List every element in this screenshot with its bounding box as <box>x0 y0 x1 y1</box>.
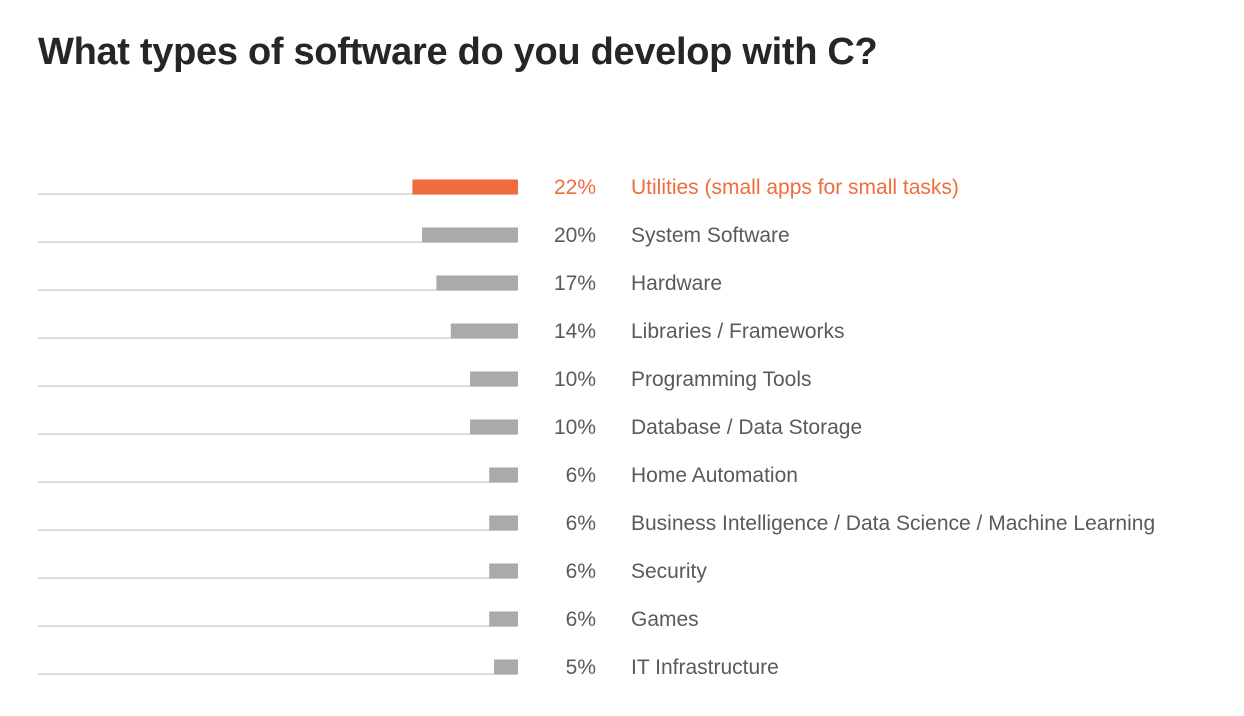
bar-row: 10% Programming Tools <box>38 368 812 391</box>
category-label: Business Intelligence / Data Science / M… <box>631 512 1155 535</box>
data-label: 6% <box>566 512 596 535</box>
data-label: 14% <box>554 320 596 343</box>
category-label: Home Automation <box>631 464 798 487</box>
chart-title: What types of software do you develop wi… <box>38 31 878 73</box>
bar <box>494 659 518 675</box>
data-label: 10% <box>554 416 596 439</box>
bar-row: 14% Libraries / Frameworks <box>38 320 845 343</box>
category-label: Database / Data Storage <box>631 416 862 439</box>
bar-row: 6% Games <box>38 608 699 631</box>
data-label: 5% <box>566 656 596 679</box>
category-label: Hardware <box>631 272 722 295</box>
category-label: System Software <box>631 224 790 247</box>
bar <box>422 227 518 243</box>
bar-row: 22% Utilities (small apps for small tasks… <box>38 176 959 199</box>
bar <box>489 563 518 579</box>
category-label: IT Infrastructure <box>631 656 779 679</box>
bar-row: 17% Hardware <box>38 272 722 295</box>
bar <box>450 323 518 339</box>
bar <box>489 611 518 627</box>
category-label: Libraries / Frameworks <box>631 320 845 343</box>
bar <box>436 275 518 291</box>
bar <box>470 371 518 387</box>
category-label: Utilities (small apps for small tasks) <box>631 176 959 199</box>
bar-row: 6% Home Automation <box>38 464 798 487</box>
data-label: 6% <box>566 464 596 487</box>
data-label: 17% <box>554 272 596 295</box>
bar <box>489 515 518 531</box>
bar-row: 10% Database / Data Storage <box>38 416 862 439</box>
bar-row: 6% Security <box>38 560 707 583</box>
data-label: 6% <box>566 560 596 583</box>
data-label: 6% <box>566 608 596 631</box>
bar <box>412 179 518 195</box>
data-label: 20% <box>554 224 596 247</box>
bar-row: 6% Business Intelligence / Data Science /… <box>38 512 1155 535</box>
data-label: 10% <box>554 368 596 391</box>
bar-row: 5% IT Infrastructure <box>38 656 779 679</box>
bar <box>489 467 518 483</box>
category-label: Security <box>631 560 707 583</box>
data-label: 22% <box>554 176 596 199</box>
bar <box>470 419 518 435</box>
bar-row: 20% System Software <box>38 224 790 247</box>
category-label: Programming Tools <box>631 368 812 391</box>
category-label: Games <box>631 608 699 631</box>
